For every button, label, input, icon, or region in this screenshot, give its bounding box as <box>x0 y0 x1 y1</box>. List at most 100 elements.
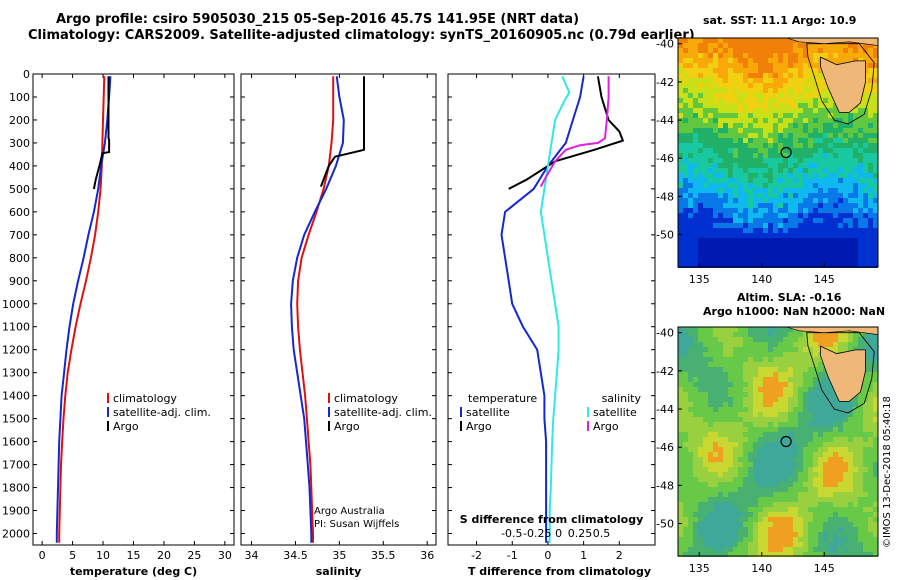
sla-cell <box>728 467 733 472</box>
sla-cell <box>683 422 688 427</box>
sla-cell <box>763 362 768 367</box>
sla-cell <box>833 462 838 467</box>
sst-cell <box>713 83 718 88</box>
sla-cell <box>873 432 878 437</box>
sst-cell <box>803 43 808 48</box>
sla-cell <box>833 492 838 497</box>
sst-cell <box>748 198 753 203</box>
legend-temp-satellite-label: satellite <box>466 406 510 419</box>
sla-cell <box>708 367 713 372</box>
sla-cell <box>723 477 728 482</box>
sla-cell <box>678 442 683 447</box>
sla-cell <box>728 422 733 427</box>
sla-cell <box>703 522 708 527</box>
sla-cell <box>803 542 808 547</box>
sla-cell <box>858 467 863 472</box>
sst-cell <box>748 213 753 218</box>
map-frame <box>677 326 879 557</box>
sla-cell <box>833 547 838 552</box>
sla-cell <box>733 387 738 392</box>
sst-cell <box>818 83 823 88</box>
sst-cell <box>743 48 748 53</box>
sst-cell <box>678 183 683 188</box>
sla-cell <box>768 522 773 527</box>
sla-cell <box>748 372 753 377</box>
sst-cell <box>708 208 713 213</box>
sla-cell <box>738 547 743 552</box>
sst-cell <box>783 233 788 238</box>
sla-cell <box>703 517 708 522</box>
sla-cell <box>828 522 833 527</box>
sla-cell <box>783 437 788 442</box>
sla-cell <box>758 432 763 437</box>
sst-cell <box>803 88 808 93</box>
x-tick-label: 2 <box>616 549 623 562</box>
sla-cell <box>693 472 698 477</box>
sla-cell <box>723 342 728 347</box>
sla-cell <box>858 462 863 467</box>
sst-cell <box>838 58 843 63</box>
sst-cell <box>688 253 693 258</box>
sla-cell <box>758 542 763 547</box>
sla-cell <box>868 427 873 432</box>
sst-cell <box>838 128 843 133</box>
sst-cell <box>718 143 723 148</box>
sst-cell <box>743 73 748 78</box>
sst-cell <box>743 148 748 153</box>
sla-cell <box>718 392 723 397</box>
sla-cell <box>818 497 823 502</box>
sla-cell <box>798 402 803 407</box>
sla-cell <box>743 507 748 512</box>
sst-cell <box>763 148 768 153</box>
sst-cell <box>718 53 723 58</box>
sla-cell <box>743 472 748 477</box>
sla-cell <box>863 462 868 467</box>
sst-cell <box>783 93 788 98</box>
sst-cell <box>788 158 793 163</box>
sla-cell <box>683 437 688 442</box>
sla-cell <box>678 382 683 387</box>
sst-cell <box>828 233 833 238</box>
sla-cell <box>868 452 873 457</box>
sla-cell <box>718 402 723 407</box>
sst-cell <box>798 148 803 153</box>
sla-cell <box>798 342 803 347</box>
sla-cell <box>778 467 783 472</box>
sla-cell <box>678 372 683 377</box>
sla-cell <box>748 462 753 467</box>
sla-cell <box>868 512 873 517</box>
sla-cell <box>708 522 713 527</box>
sla-cell <box>718 437 723 442</box>
sla-cell <box>808 462 813 467</box>
sst-cell <box>768 218 773 223</box>
sst-cell <box>778 113 783 118</box>
sst-cell <box>693 223 698 228</box>
sst-cell <box>798 43 803 48</box>
sla-cell <box>763 497 768 502</box>
sla-cell <box>743 402 748 407</box>
sla-cell <box>868 477 873 482</box>
sst-cell <box>698 203 703 208</box>
sla-cell <box>783 457 788 462</box>
sla-cell <box>808 457 813 462</box>
sst-cell <box>678 163 683 168</box>
sla-cell <box>703 362 708 367</box>
sst-cell <box>873 123 878 128</box>
sla-cell <box>753 347 758 352</box>
s-diff-tick-label: 0.5 <box>593 527 611 540</box>
sla-cell <box>873 457 878 462</box>
sla-cell <box>803 422 808 427</box>
sla-cell <box>738 387 743 392</box>
sla-cell <box>768 472 773 477</box>
sst-cell <box>818 108 823 113</box>
sst-cell <box>678 88 683 93</box>
sst-cell <box>813 188 818 193</box>
sst-cell <box>868 258 873 263</box>
sla-cell <box>693 337 698 342</box>
sst-cell <box>828 103 833 108</box>
sst-cell <box>793 173 798 178</box>
sla-cell <box>848 452 853 457</box>
sla-cell <box>873 527 878 532</box>
sst-cell <box>678 123 683 128</box>
sst-cell <box>763 173 768 178</box>
